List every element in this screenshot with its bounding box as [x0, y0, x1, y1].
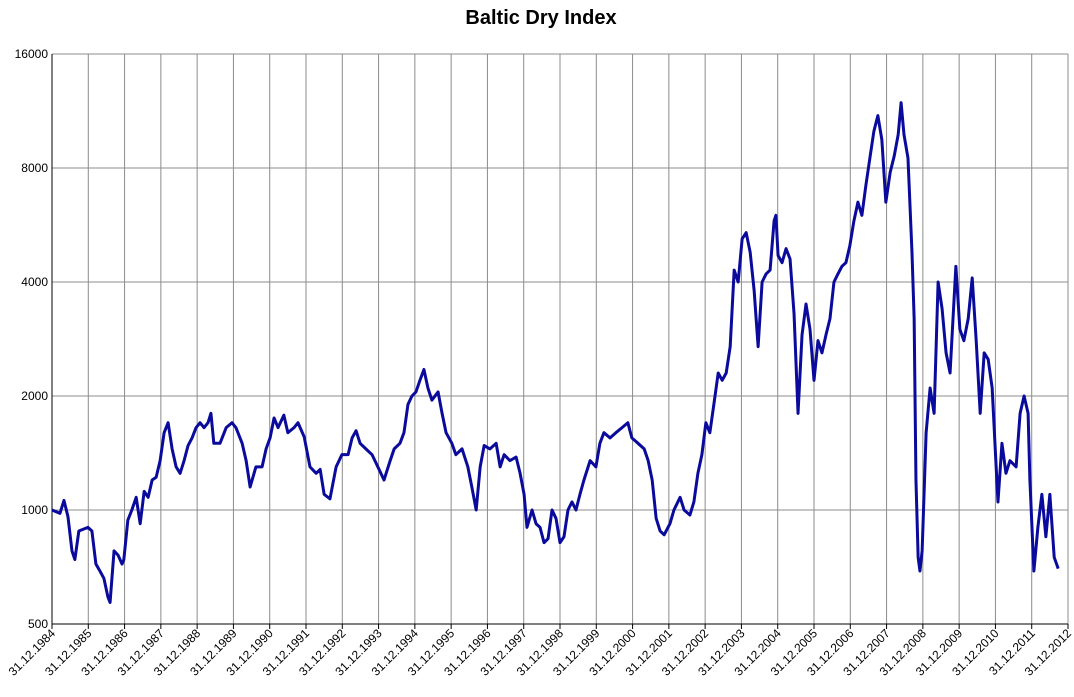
y-tick-label: 8000	[21, 161, 48, 175]
y-tick-label: 4000	[21, 275, 48, 289]
chart-title: Baltic Dry Index	[465, 7, 616, 29]
y-tick-label: 2000	[21, 389, 48, 403]
data-line	[51, 101, 1060, 604]
y-tick-label: 1000	[21, 503, 48, 517]
y-tick-label: 500	[28, 617, 48, 631]
y-tick-label: 16000	[15, 47, 49, 61]
